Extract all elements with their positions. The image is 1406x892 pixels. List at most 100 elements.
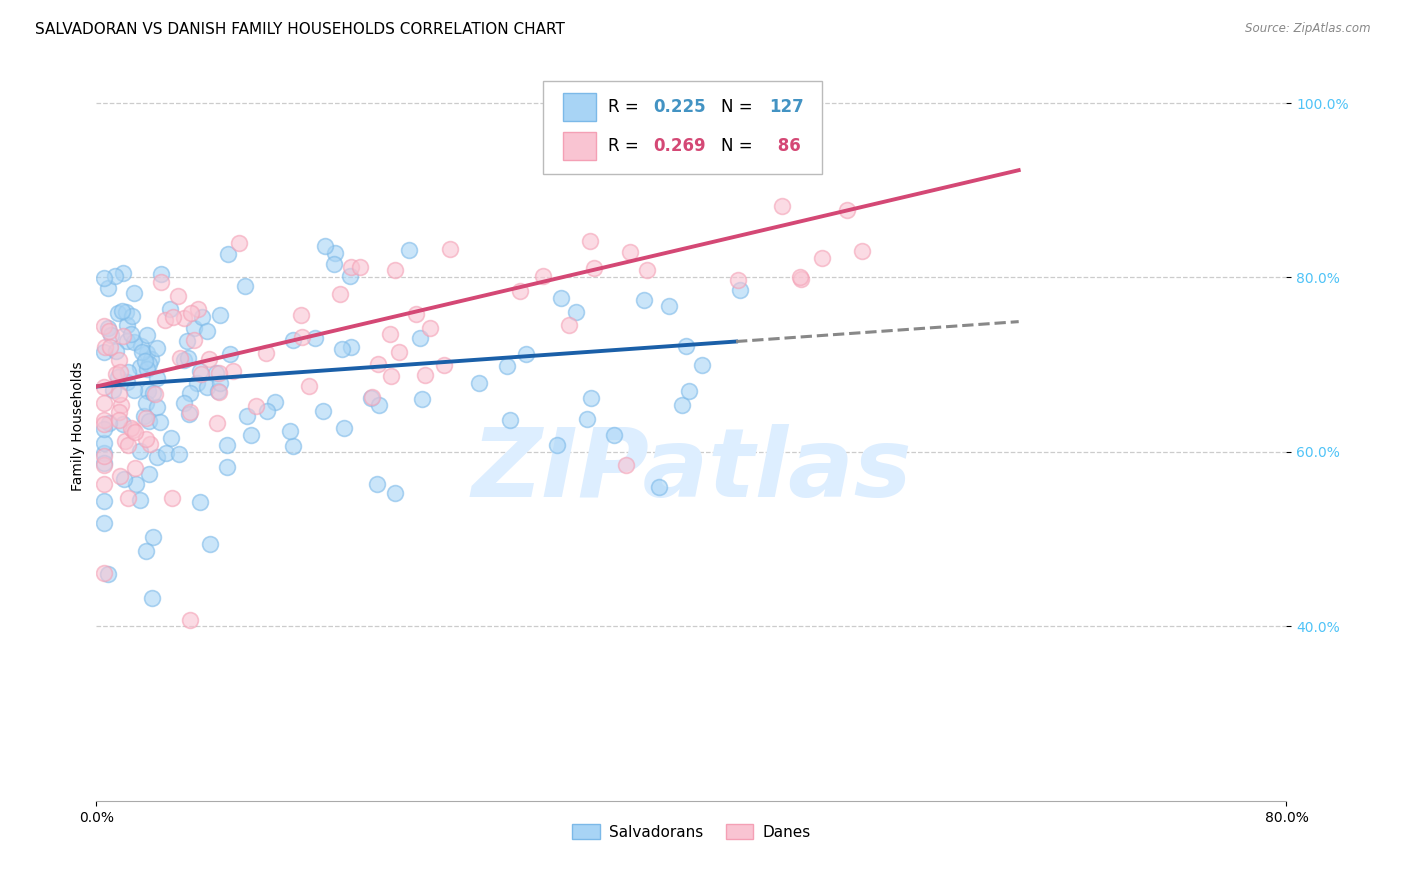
Point [135,432,157,446]
Point [218,347,240,361]
Point [330,342,353,356]
Point [215,459,238,474]
Text: R =: R = [609,98,644,116]
Text: 86: 86 [772,137,801,155]
Point [141,591,163,605]
Point [179,407,201,421]
Point [98,416,121,430]
FancyBboxPatch shape [543,80,823,175]
Point [188,364,211,378]
Point [290,308,312,322]
Point [150,267,173,281]
Point [112,471,135,485]
Point [120,420,142,434]
Point [117,438,139,452]
FancyBboxPatch shape [562,132,596,161]
Point [700,146,723,161]
Point [367,357,389,371]
Point [789,270,811,285]
Point [110,398,132,412]
Point [398,243,420,257]
Point [180,306,202,320]
Point [583,261,606,276]
Point [678,384,700,398]
Point [173,396,195,410]
Text: 0.269: 0.269 [654,137,706,155]
Point [690,358,713,372]
Point [222,364,245,378]
Point [207,417,229,431]
Point [675,339,697,353]
Point [159,302,181,317]
Point [322,257,344,271]
Point [349,260,371,275]
Point [93,477,115,491]
Point [104,344,127,359]
Point [120,326,142,341]
Point [245,399,267,413]
Point [290,330,312,344]
Point [790,272,813,286]
Point [111,329,134,343]
Point [107,386,129,401]
Point [208,385,231,400]
Point [134,353,156,368]
Point [215,438,238,452]
Point [111,303,134,318]
Point [104,269,127,284]
Point [578,234,600,248]
Point [105,368,128,382]
Point [129,443,152,458]
Point [727,273,749,287]
Point [93,493,115,508]
Point [139,352,162,367]
Point [93,436,115,450]
Legend: Salvadorans, Danes: Salvadorans, Danes [567,818,817,846]
Point [361,391,384,405]
Point [111,266,134,280]
Point [124,334,146,349]
Text: SALVADORAN VS DANISH FAMILY HOUSEHOLDS CORRELATION CHART: SALVADORAN VS DANISH FAMILY HOUSEHOLDS C… [35,22,565,37]
Point [405,307,427,321]
Point [93,396,115,410]
Point [217,247,239,261]
Point [278,424,301,438]
Point [648,480,671,494]
Point [135,395,157,409]
Point [146,371,169,385]
Point [239,427,262,442]
Point [209,376,232,391]
Point [153,313,176,327]
Point [671,398,693,412]
Point [146,450,169,464]
Point [138,414,160,428]
Point [384,486,406,500]
Point [333,421,356,435]
Point [173,310,195,325]
Point [121,423,143,437]
Point [179,405,201,419]
Point [546,438,568,452]
Point [384,263,406,277]
Point [135,411,157,425]
Text: ZIPatlas: ZIPatlas [471,425,911,517]
Point [576,411,599,425]
Point [770,199,793,213]
Point [205,366,228,380]
Point [146,341,169,355]
Point [115,375,138,389]
Point [411,392,433,407]
Point [837,202,859,217]
Point [162,491,184,506]
Point [236,409,259,423]
Point [195,380,218,394]
Point [93,445,115,459]
Point [160,431,183,445]
Point [135,346,157,360]
Point [150,275,173,289]
Point [114,305,136,319]
Point [304,331,326,345]
Point [207,366,229,380]
Point [121,309,143,323]
Point [162,310,184,324]
